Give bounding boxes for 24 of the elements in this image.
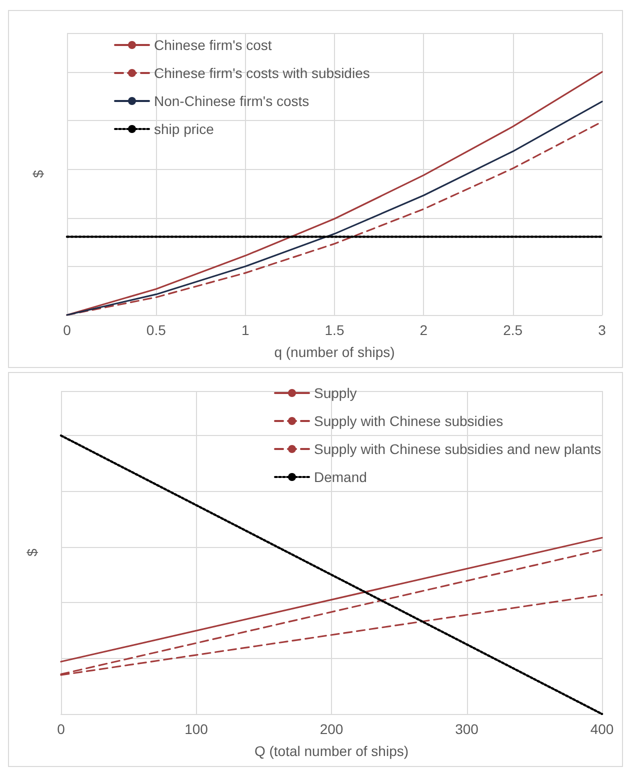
x-tick-label: 3 xyxy=(598,322,606,338)
legend-label: Chinese firm's cost xyxy=(154,37,272,53)
x-axis-title: Q (total number of ships) xyxy=(254,743,409,759)
legend-label: ship price xyxy=(154,121,214,137)
legend-label: Supply xyxy=(314,385,357,401)
y-axis-title: $ xyxy=(24,548,40,556)
x-tick-label: 0 xyxy=(63,322,72,338)
y-axis-title: $ xyxy=(30,170,46,178)
x-axis-title: q (number of ships) xyxy=(274,344,395,360)
legend-label: Supply with Chinese subsidies and new plants xyxy=(314,441,602,457)
legend-label: Chinese firm's costs with subsidies xyxy=(154,65,370,81)
x-tick-label: 100 xyxy=(184,721,208,737)
x-tick-label: 0.5 xyxy=(146,322,166,338)
x-tick-label: 1 xyxy=(241,322,250,338)
x-tick-label: 0 xyxy=(57,721,66,737)
legend-label: Supply with Chinese subsidies xyxy=(314,413,504,429)
x-tick-label: 400 xyxy=(590,721,614,737)
legend-label: Demand xyxy=(314,469,367,485)
x-tick-label: 2.5 xyxy=(503,322,523,338)
x-tick-label: 1.5 xyxy=(324,322,344,338)
x-tick-label: 2 xyxy=(420,322,428,338)
x-tick-label: 200 xyxy=(320,721,344,737)
x-tick-label: 300 xyxy=(455,721,479,737)
legend-label: Non-Chinese firm's costs xyxy=(154,93,310,109)
